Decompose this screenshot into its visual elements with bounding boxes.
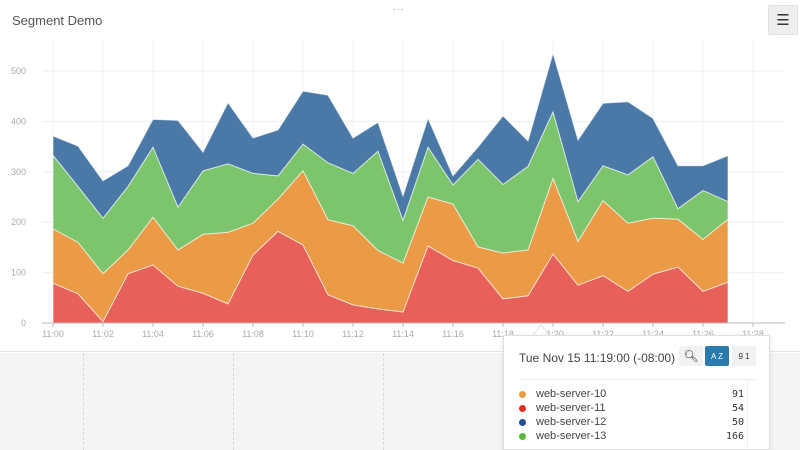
x-tick-label: 11:08 bbox=[242, 329, 264, 339]
sort-numeric-button[interactable]: 9 1 bbox=[732, 346, 756, 366]
area-web-server-12[interactable] bbox=[52, 51, 729, 222]
y-tick-label: 200 bbox=[11, 217, 26, 227]
grid-divider bbox=[233, 353, 234, 450]
x-tick-label: 11:20 bbox=[542, 329, 564, 339]
sort-numeric-icon: 9 1 bbox=[738, 351, 750, 361]
tooltip-row: web-server-11 54 bbox=[519, 401, 744, 415]
panel-title: Segment Demo bbox=[12, 13, 103, 28]
y-tick-label: 300 bbox=[11, 167, 26, 177]
x-tick-label: 11:04 bbox=[142, 329, 164, 339]
tooltip-row: web-server-12 50 bbox=[519, 415, 744, 429]
tooltip-scrollbar[interactable] bbox=[747, 380, 755, 448]
series-name: web-server-13 bbox=[536, 430, 607, 442]
stacked-area-chart[interactable]: 0 100 200 300 400 500 11:00 11:02 11:04 11:06 11:0… bbox=[0, 40, 800, 352]
series-name: web-server-10 bbox=[536, 388, 607, 400]
divider bbox=[519, 379, 756, 380]
series-dot bbox=[519, 404, 526, 412]
tooltip-row: web-server-10 91 bbox=[519, 387, 744, 401]
x-tick-label: 11:24 bbox=[642, 329, 664, 339]
x-tick-label: 11:14 bbox=[392, 329, 414, 339]
sort-alpha-icon: A Z bbox=[710, 351, 723, 361]
y-tick-label: 400 bbox=[11, 116, 26, 126]
x-tick-label: 11:18 bbox=[492, 329, 514, 339]
series-dot bbox=[519, 390, 526, 398]
series-value: 50 bbox=[731, 416, 744, 428]
x-tick-label: 11:28 bbox=[742, 329, 764, 339]
tooltip-list: web-server-10 91 web-server-11 54 web-serv… bbox=[519, 387, 744, 443]
y-tick-label: 100 bbox=[11, 268, 26, 278]
x-tick-label: 11:00 bbox=[42, 329, 64, 339]
series-dot bbox=[519, 432, 526, 440]
x-tick-label: 11:06 bbox=[192, 329, 214, 339]
x-tick-label: 11:12 bbox=[342, 329, 364, 339]
x-tick-label: 11:10 bbox=[292, 329, 314, 339]
series-value: 91 bbox=[731, 388, 744, 400]
hamburger-icon: ☰ bbox=[776, 12, 790, 29]
x-tick-label: 11:22 bbox=[592, 329, 614, 339]
x-tick-label: 11:16 bbox=[442, 329, 464, 339]
menu-button[interactable]: ☰ bbox=[768, 5, 798, 35]
series-value: 54 bbox=[731, 402, 744, 414]
x-tick-label: 11:02 bbox=[92, 329, 114, 339]
series-name: web-server-12 bbox=[536, 416, 607, 428]
search-icon: 🔍︎ bbox=[683, 349, 699, 363]
tooltip-pointer bbox=[532, 324, 550, 336]
x-tick-label: 11:26 bbox=[692, 329, 714, 339]
sort-alpha-button[interactable]: A Z bbox=[705, 346, 729, 366]
grid-divider bbox=[83, 353, 84, 450]
series-name: web-server-11 bbox=[536, 402, 606, 414]
series-value: 166 bbox=[725, 430, 744, 442]
tooltip-date: Tue Nov 15 11:19:00 (-08:00) bbox=[519, 351, 676, 365]
y-tick-label: 0 bbox=[21, 318, 26, 328]
drag-handle[interactable]: ... bbox=[393, 2, 405, 13]
tooltip: Tue Nov 15 11:19:00 (-08:00) 🔍︎ A Z 9 1 … bbox=[503, 335, 770, 450]
chart-panel: Segment Demo ... ☰ 0 100 200 300 400 500 11:00… bbox=[0, 0, 800, 352]
series-dot bbox=[519, 418, 526, 426]
tooltip-row: web-server-13 166 bbox=[519, 429, 744, 443]
grid-divider bbox=[383, 353, 384, 450]
search-button[interactable]: 🔍︎ bbox=[679, 346, 703, 366]
y-tick-label: 500 bbox=[11, 66, 26, 76]
